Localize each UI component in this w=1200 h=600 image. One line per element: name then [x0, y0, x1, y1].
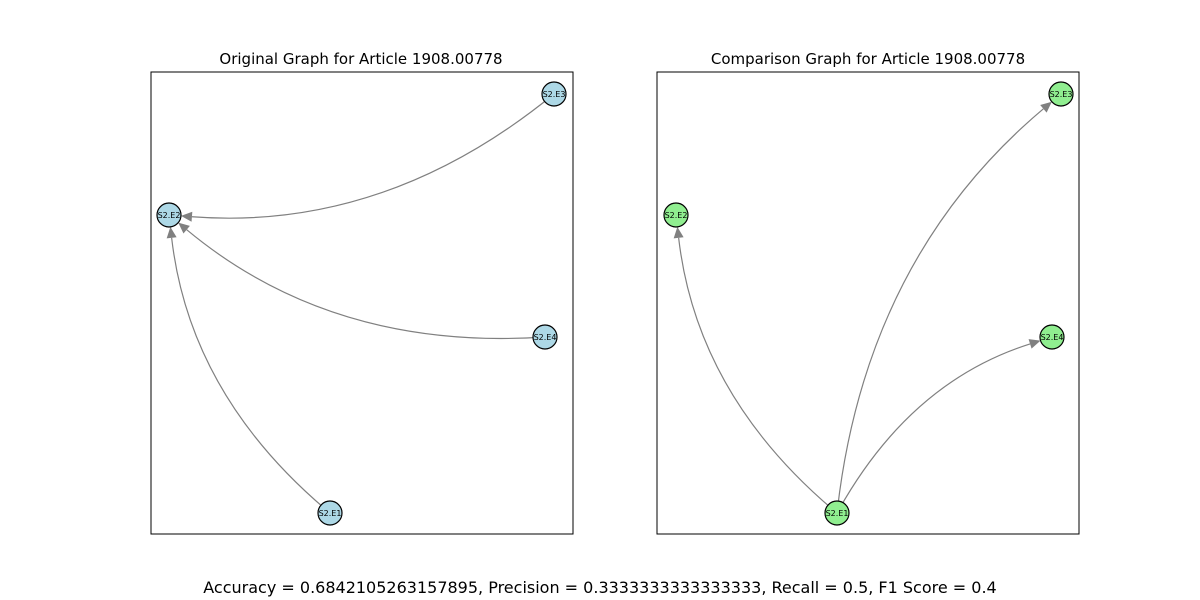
node-label: S2.E4 — [1041, 333, 1064, 342]
edge-s2-e1-to-s2-e2 — [673, 226, 838, 514]
metrics-summary: Accuracy = 0.6842105263157895, Precision… — [203, 578, 997, 597]
edge-line — [678, 237, 838, 514]
edge-arrowhead — [166, 226, 177, 239]
edge-line — [836, 343, 1031, 514]
edge-arrowhead — [1040, 101, 1052, 113]
node-circle — [1039, 324, 1065, 350]
panel-title-comparison: Comparison Graph for Article 1908.00778 — [711, 50, 1025, 68]
node-s2-e2: S2.E2 — [156, 202, 182, 228]
node-label: S2.E1 — [826, 509, 849, 518]
node-s2-e1: S2.E1 — [317, 500, 343, 526]
edge-s2-e4-to-s2-e2 — [178, 222, 546, 340]
node-label: S2.E3 — [1050, 90, 1073, 99]
node-circle — [541, 81, 567, 107]
edge-s2-e1-to-s2-e4 — [836, 339, 1041, 514]
edge-arrowhead — [180, 211, 193, 222]
node-label: S2.E3 — [543, 90, 566, 99]
edge-line — [171, 237, 331, 514]
node-s2-e1: S2.E1 — [824, 500, 850, 526]
edge-line — [186, 229, 546, 340]
node-circle — [532, 324, 558, 350]
node-label: S2.E4 — [534, 333, 557, 342]
node-circle — [317, 500, 343, 526]
edge-s2-e1-to-s2-e2 — [166, 226, 331, 514]
node-layer-comparison: S2.E1 S2.E2 S2.E3 S2.E4 — [663, 81, 1074, 526]
edge-arrowhead — [673, 226, 684, 239]
node-s2-e4: S2.E4 — [1039, 324, 1065, 350]
edge-line — [191, 93, 555, 219]
node-s2-e4: S2.E4 — [532, 324, 558, 350]
node-layer-original: S2.E1 S2.E2 S2.E3 S2.E4 — [156, 81, 567, 526]
edge-s2-e3-to-s2-e2 — [180, 93, 555, 222]
node-circle — [663, 202, 689, 228]
node-label: S2.E2 — [158, 211, 181, 220]
panel-frame-original — [150, 71, 574, 535]
panel-original: Original Graph for Article 1908.00778 S2… — [150, 50, 574, 535]
node-s2-e3: S2.E3 — [541, 81, 567, 107]
edge-arrowhead — [178, 222, 190, 234]
edge-layer-comparison — [673, 101, 1052, 514]
edge-line — [836, 108, 1044, 514]
edge-arrowhead — [1028, 339, 1041, 349]
node-circle — [1048, 81, 1074, 107]
node-s2-e2: S2.E2 — [663, 202, 689, 228]
node-label: S2.E1 — [319, 509, 342, 518]
node-circle — [824, 500, 850, 526]
node-label: S2.E2 — [665, 211, 688, 220]
edge-s2-e1-to-s2-e3 — [836, 101, 1052, 514]
node-s2-e3: S2.E3 — [1048, 81, 1074, 107]
node-circle — [156, 202, 182, 228]
panel-frame-comparison — [656, 71, 1080, 535]
panel-comparison: Comparison Graph for Article 1908.00778 … — [656, 50, 1080, 535]
edge-layer-original — [166, 93, 555, 514]
panel-title-original: Original Graph for Article 1908.00778 — [219, 50, 502, 68]
